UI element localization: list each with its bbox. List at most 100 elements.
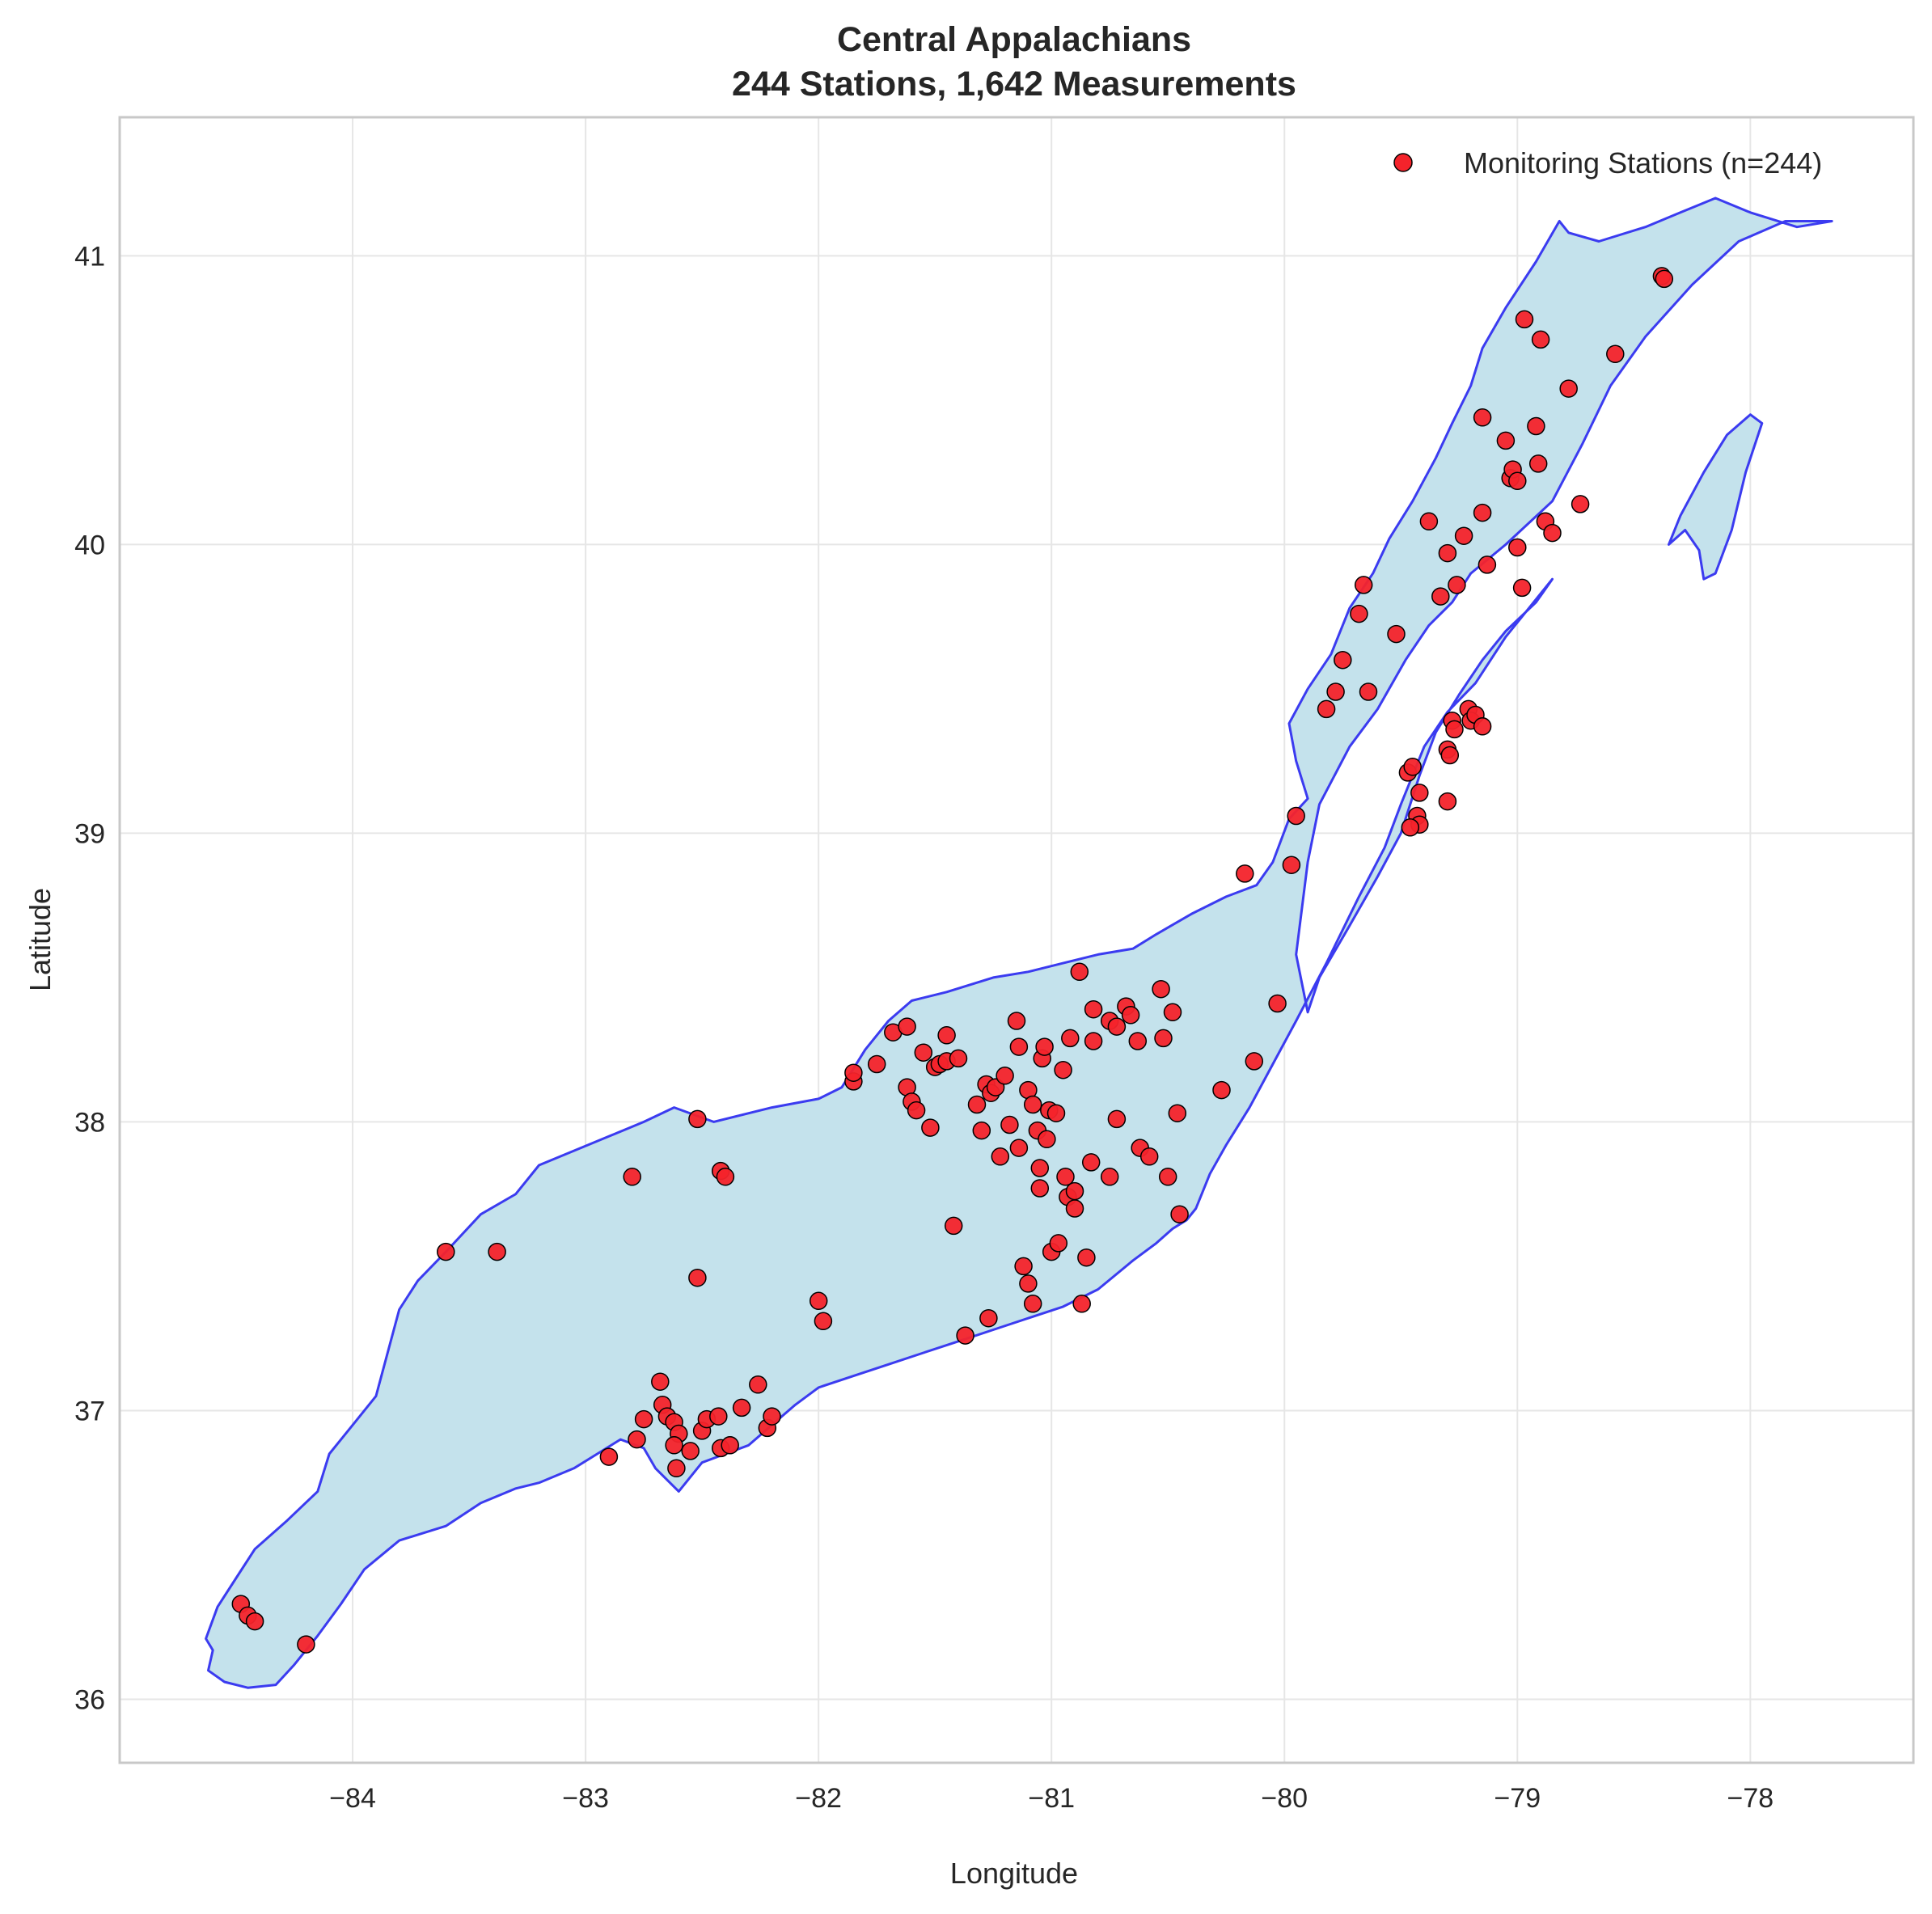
station-point [716,1168,735,1186]
chart-subtitle: 244 Stations, 1,642 Measurements [732,65,1296,104]
region-eastern-ridge [1668,413,1764,581]
station-point [1473,408,1492,427]
station-point [1531,330,1550,349]
station-point [1054,1060,1072,1080]
station-point [1056,1168,1075,1186]
station-point [1065,1181,1084,1201]
station-point [1163,1003,1182,1022]
legend-marker [1393,153,1413,172]
station-point [1359,682,1378,701]
station-point [1512,578,1532,598]
station-point [599,1447,619,1466]
station-point [1128,1032,1148,1050]
station-point [1287,806,1305,826]
y-tick-label: 39 [74,818,105,849]
station-point [1084,1032,1103,1050]
station-point [1454,526,1473,545]
station-point [1559,379,1578,398]
station-point [1438,792,1457,811]
station-point [1478,556,1497,574]
station-point [1100,1168,1119,1186]
station-point [1515,310,1534,329]
station-point [914,1043,933,1062]
station-point [991,1147,1010,1166]
legend-label: Monitoring Stations (n=244) [1464,146,1822,180]
station-point [1387,624,1406,644]
station-point [749,1375,767,1394]
station-point [1030,1159,1050,1177]
station-point [1158,1168,1177,1186]
station-point [1168,1104,1187,1122]
station-point [1326,682,1345,701]
x-tick-label: −83 [562,1783,609,1814]
x-tick-label: −81 [1028,1783,1075,1814]
x-tick-label: −79 [1494,1783,1541,1814]
station-point [667,1459,686,1478]
station-point [1065,1199,1084,1218]
station-point [1440,746,1460,765]
station-point [1317,699,1336,719]
station-point [1334,650,1352,670]
station-point [1077,1248,1096,1267]
station-point [1268,994,1287,1013]
station-point [967,1095,987,1114]
station-point [732,1398,751,1418]
station-point [1007,1012,1026,1030]
station-point [1009,1037,1029,1056]
station-point [1527,416,1545,436]
station-point [623,1168,641,1186]
station-point [1655,269,1674,289]
station-point [245,1612,264,1631]
station-point [1014,1257,1033,1276]
y-tick-label: 37 [74,1396,105,1426]
station-point [1212,1080,1231,1100]
station-point [1410,784,1429,802]
station-point [907,1101,926,1120]
station-point [1038,1130,1056,1149]
station-point [1000,1115,1019,1134]
station-point [721,1436,739,1455]
x-tick-label: −78 [1727,1783,1774,1814]
station-point [681,1442,700,1460]
y-tick-label: 41 [74,241,105,272]
station-point [1049,1234,1068,1253]
station-point [867,1054,886,1074]
station-point [979,1308,998,1328]
station-point [1154,1029,1173,1048]
station-point [1419,512,1439,531]
station-point [1107,1109,1127,1129]
station-point [1081,1153,1101,1172]
y-axis-ticks: 36 37 38 39 40 41 [74,241,105,1715]
station-point [1046,1104,1066,1122]
y-axis-label: Latitude [23,888,57,991]
station-point [688,1268,707,1287]
station-point [1072,1295,1091,1313]
station-point [1121,1006,1140,1025]
station-point [1152,979,1170,999]
y-tick-label: 38 [74,1107,105,1138]
station-point [1448,576,1466,594]
station-point [665,1436,683,1455]
station-point [1019,1274,1038,1293]
station-point [688,1109,707,1129]
x-axis-label: Longitude [950,1857,1078,1890]
station-point [1354,576,1373,594]
station-point [937,1026,956,1045]
station-point [488,1242,506,1261]
station-points [231,267,1674,1654]
chart-title: Central Appalachians [837,20,1191,59]
station-point [1431,587,1450,606]
station-point [1084,999,1103,1019]
station-point [651,1372,670,1391]
station-point [1107,1017,1127,1036]
station-point [1508,471,1527,491]
station-point [1473,503,1492,522]
station-point [1030,1179,1050,1198]
station-point [1543,523,1562,543]
station-point [1023,1295,1042,1313]
y-tick-label: 36 [74,1684,105,1715]
station-point [1035,1037,1054,1056]
y-tick-label: 40 [74,530,105,560]
station-point [1401,818,1420,837]
